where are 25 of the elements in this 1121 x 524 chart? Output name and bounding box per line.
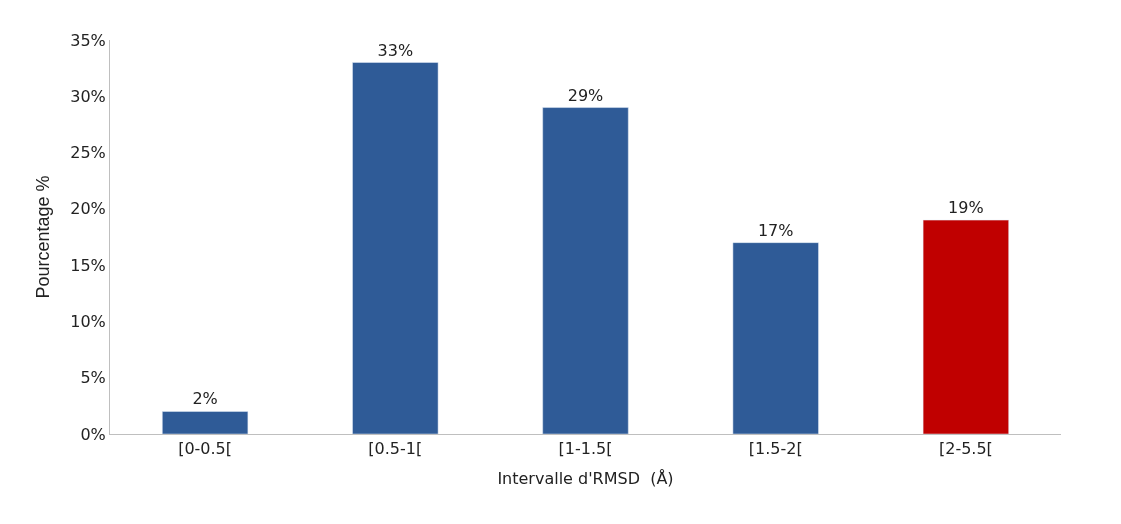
x-tick-label: [1.5-2[ bbox=[748, 439, 803, 459]
bar bbox=[352, 62, 439, 434]
y-tick-label: 15% bbox=[70, 255, 106, 275]
x-axis-title: Intervalle d'RMSD (Å) bbox=[497, 468, 674, 488]
y-tick-label: 5% bbox=[80, 368, 106, 388]
y-tick-label: 35% bbox=[70, 30, 106, 50]
x-tick-label: [0-0.5[ bbox=[178, 439, 233, 459]
y-tick-label: 30% bbox=[70, 86, 106, 106]
y-axis-title: Pourcentage % bbox=[33, 175, 54, 299]
data-label: 19% bbox=[948, 198, 984, 218]
data-label: 33% bbox=[377, 40, 414, 60]
y-tick-label: 20% bbox=[70, 199, 106, 219]
x-tick-label: [0.5-1[ bbox=[368, 439, 423, 459]
y-tick-label: 10% bbox=[70, 312, 106, 332]
bar bbox=[732, 242, 819, 434]
y-tick-label: 25% bbox=[70, 143, 106, 163]
x-tick-label: [1-1.5[ bbox=[558, 439, 613, 459]
bar bbox=[162, 411, 249, 434]
data-label: 17% bbox=[757, 220, 794, 240]
bar bbox=[542, 107, 629, 434]
bar bbox=[922, 219, 1009, 434]
y-tick-label: 0% bbox=[80, 424, 106, 444]
data-label: 2% bbox=[192, 389, 218, 409]
x-tick-label: [2-5.5[ bbox=[938, 439, 993, 459]
data-label: 29% bbox=[567, 85, 604, 105]
